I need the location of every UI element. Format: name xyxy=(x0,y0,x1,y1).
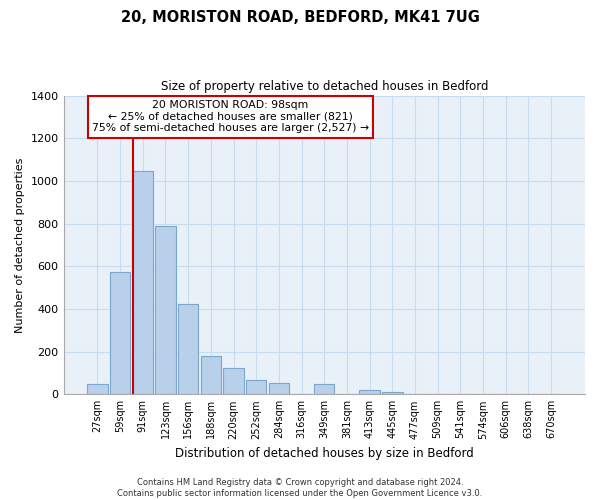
Bar xyxy=(178,304,199,394)
Bar xyxy=(223,368,244,394)
Title: Size of property relative to detached houses in Bedford: Size of property relative to detached ho… xyxy=(161,80,488,93)
Bar xyxy=(200,356,221,395)
Text: 20, MORISTON ROAD, BEDFORD, MK41 7UG: 20, MORISTON ROAD, BEDFORD, MK41 7UG xyxy=(121,10,479,25)
Y-axis label: Number of detached properties: Number of detached properties xyxy=(15,157,25,332)
Bar xyxy=(382,392,403,394)
Bar xyxy=(246,380,266,394)
Bar xyxy=(110,272,130,394)
Bar xyxy=(359,390,380,394)
Text: 20 MORISTON ROAD: 98sqm
← 25% of detached houses are smaller (821)
75% of semi-d: 20 MORISTON ROAD: 98sqm ← 25% of detache… xyxy=(92,100,369,133)
Bar xyxy=(133,172,153,394)
Text: Contains HM Land Registry data © Crown copyright and database right 2024.
Contai: Contains HM Land Registry data © Crown c… xyxy=(118,478,482,498)
Bar xyxy=(87,384,107,394)
Bar xyxy=(314,384,334,394)
Bar xyxy=(269,382,289,394)
X-axis label: Distribution of detached houses by size in Bedford: Distribution of detached houses by size … xyxy=(175,447,473,460)
Bar xyxy=(155,226,176,394)
